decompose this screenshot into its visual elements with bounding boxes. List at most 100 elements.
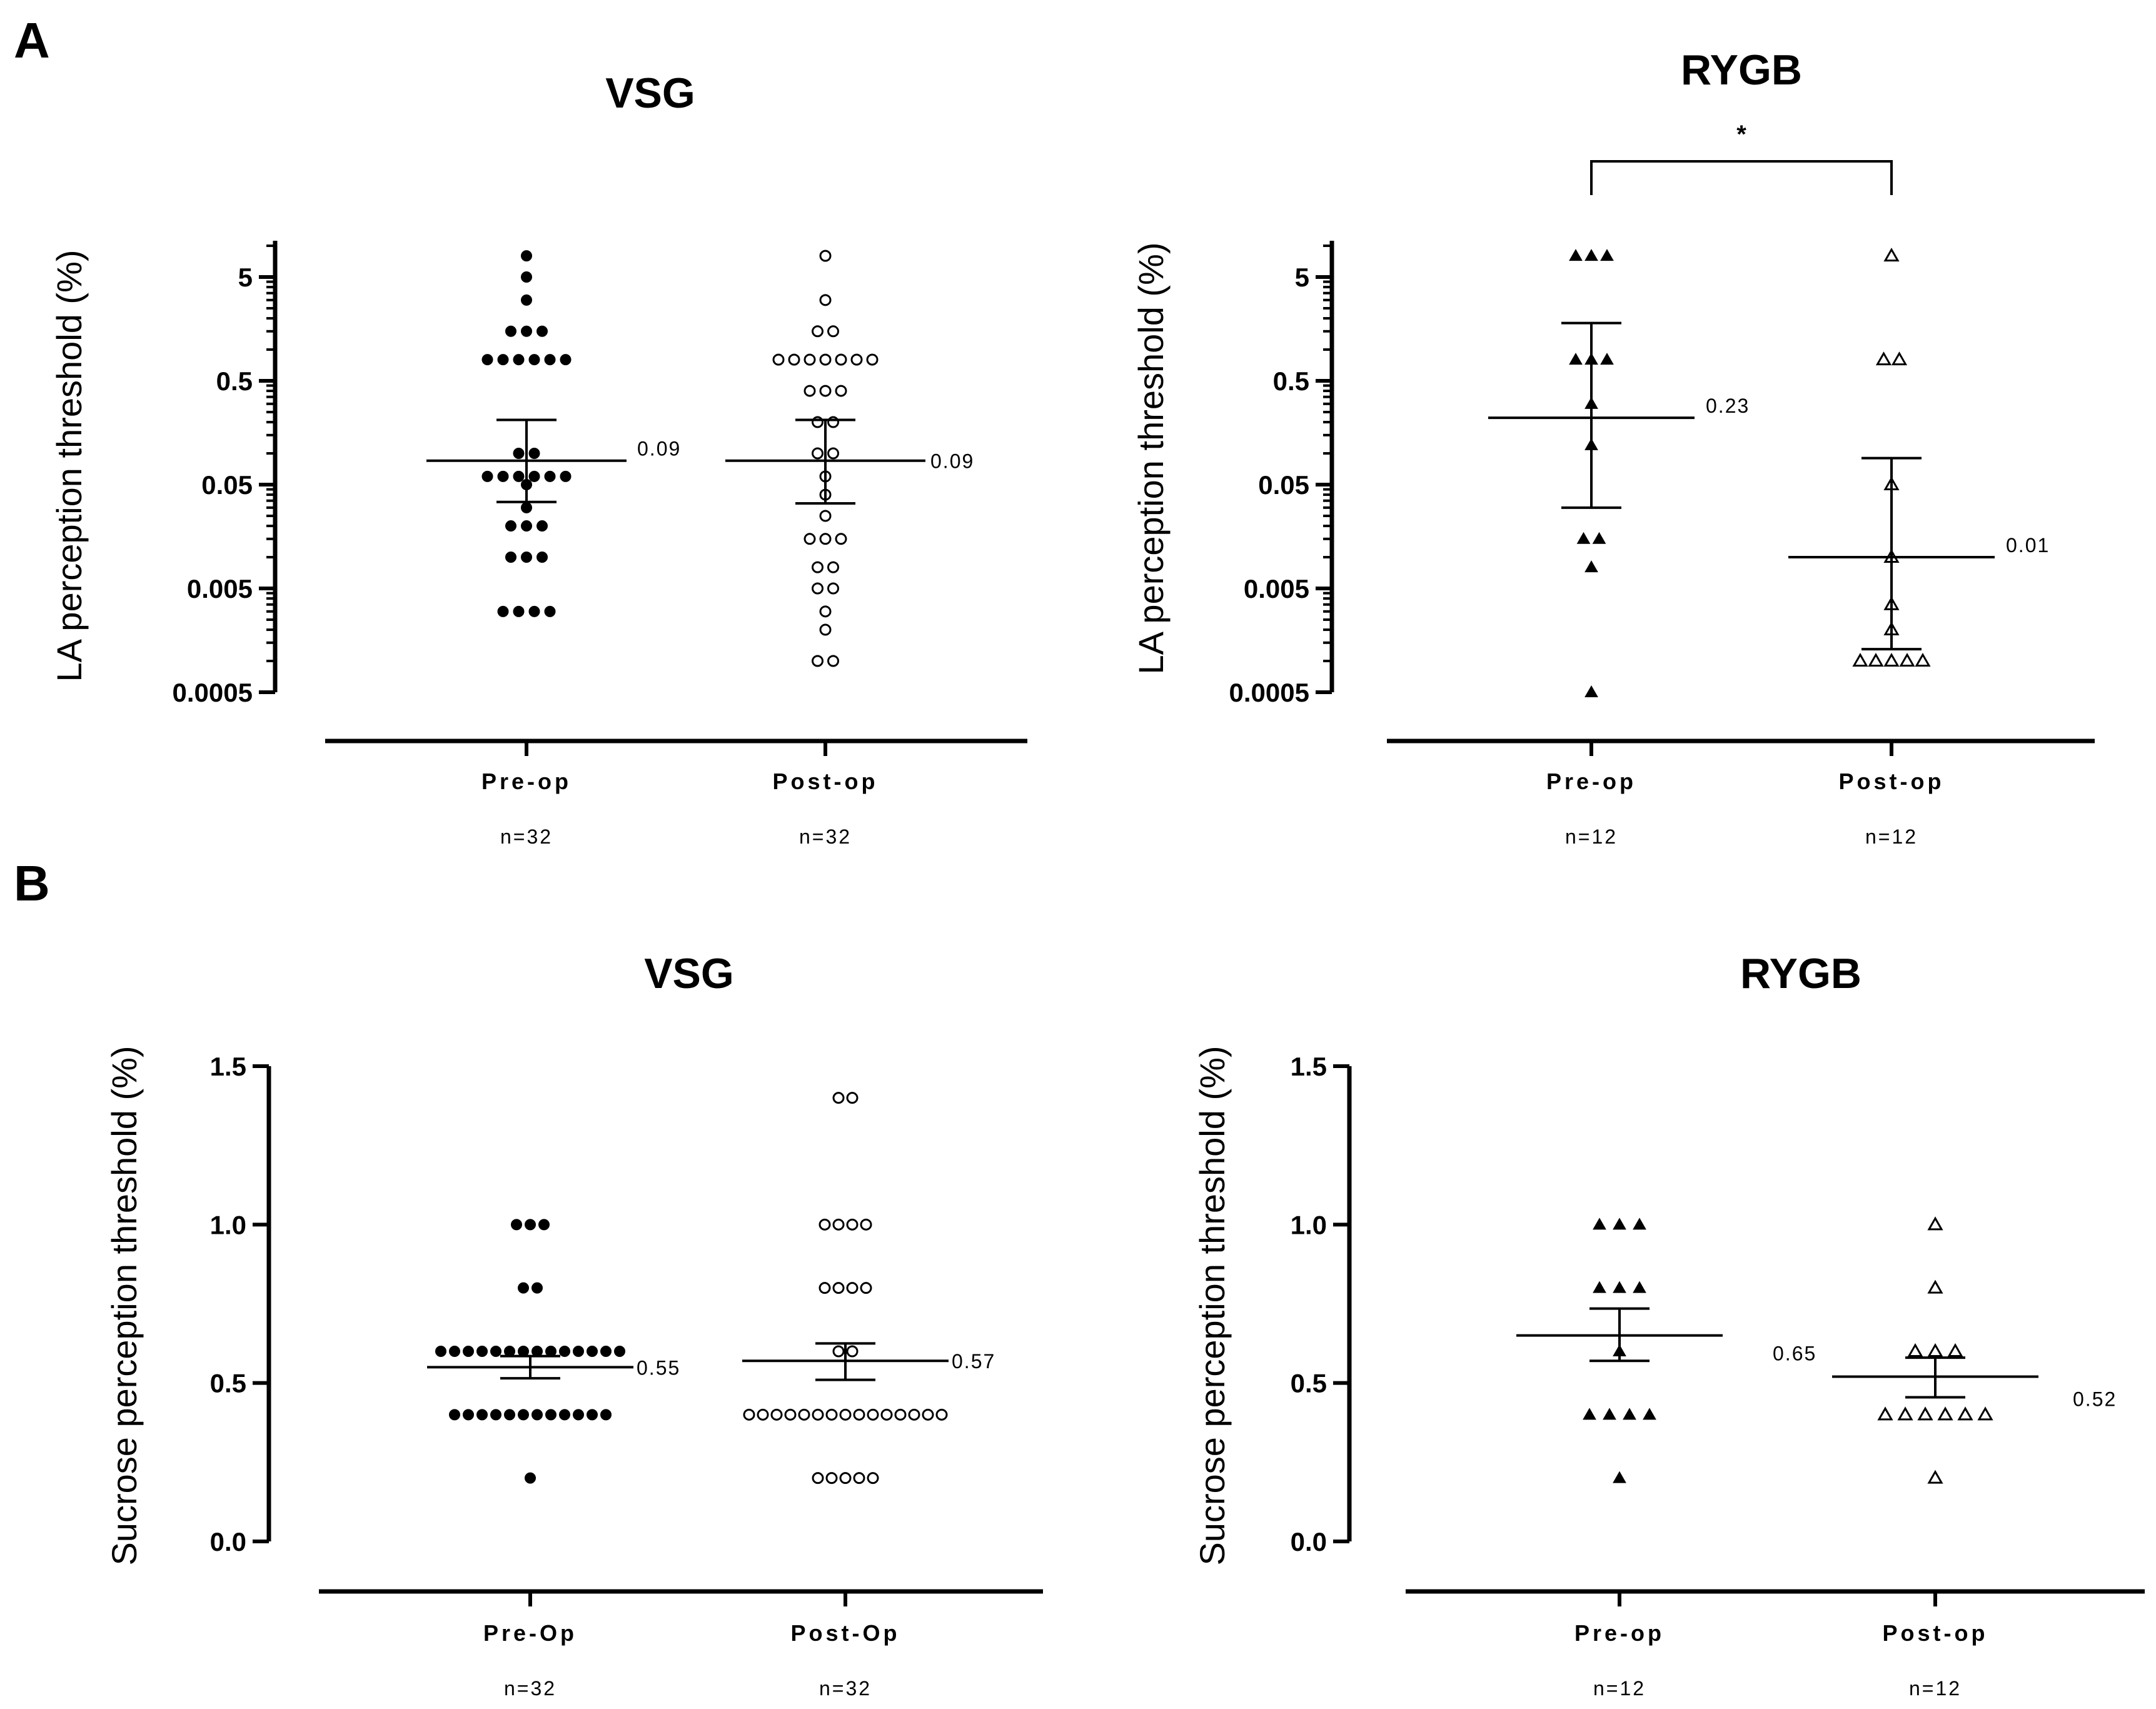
data-point bbox=[600, 1409, 612, 1421]
data-point bbox=[825, 1408, 838, 1421]
sample-size-label: n=12 bbox=[1565, 825, 1618, 848]
mean-value-label: 0.09 bbox=[930, 450, 974, 473]
data-point bbox=[614, 1346, 625, 1357]
sample-size-label: n=12 bbox=[1865, 825, 1918, 848]
data-point bbox=[743, 1408, 755, 1421]
data-point bbox=[1593, 1281, 1606, 1293]
data-point bbox=[559, 1409, 570, 1421]
mean-value-label: 0.55 bbox=[637, 1356, 680, 1379]
data-point bbox=[846, 1345, 859, 1358]
data-point bbox=[1613, 1281, 1626, 1293]
y-axis-label: Sucrose perception threshold (%) bbox=[1192, 1046, 1232, 1565]
data-point bbox=[536, 552, 548, 563]
data-point bbox=[832, 1345, 845, 1358]
data-point bbox=[832, 1282, 845, 1294]
mean-value-label: 0.09 bbox=[637, 438, 681, 460]
data-point bbox=[1899, 653, 1915, 667]
data-point bbox=[866, 353, 879, 366]
data-point bbox=[538, 1219, 550, 1231]
data-point bbox=[1592, 532, 1606, 544]
panel-letter-b: B bbox=[14, 855, 50, 911]
data-point bbox=[505, 520, 516, 532]
data-point bbox=[827, 561, 839, 573]
data-point bbox=[1584, 560, 1598, 573]
data-point bbox=[1907, 1343, 1923, 1357]
data-point bbox=[819, 533, 832, 545]
data-point bbox=[827, 655, 839, 667]
data-point bbox=[908, 1408, 920, 1421]
sample-size-label: n=12 bbox=[1909, 1677, 1962, 1700]
data-point bbox=[827, 582, 839, 595]
data-point bbox=[819, 385, 832, 397]
sample-size-label: n=32 bbox=[799, 825, 852, 848]
y-tick-label: 0.5 bbox=[210, 1369, 246, 1398]
data-point bbox=[481, 354, 493, 366]
data-point bbox=[1915, 653, 1931, 667]
chart-title: VSG bbox=[605, 69, 695, 117]
data-point bbox=[819, 294, 832, 306]
y-tick-label: 0.0005 bbox=[173, 678, 253, 707]
data-point bbox=[819, 1282, 831, 1294]
data-point bbox=[490, 1409, 501, 1421]
data-point bbox=[1852, 653, 1868, 667]
data-point bbox=[528, 354, 540, 366]
series-pre-op: 0.23 bbox=[1488, 249, 1748, 697]
data-point bbox=[1593, 1217, 1606, 1230]
data-point bbox=[1584, 249, 1598, 261]
data-point bbox=[521, 520, 532, 532]
data-point bbox=[1576, 532, 1591, 544]
data-point bbox=[1883, 248, 1900, 262]
data-point bbox=[505, 325, 516, 337]
series-post-op: 0.09 bbox=[725, 250, 974, 667]
data-point bbox=[835, 533, 847, 545]
data-point bbox=[463, 1346, 474, 1357]
data-point bbox=[536, 325, 548, 337]
mean-value-label: 0.52 bbox=[2073, 1388, 2117, 1411]
data-point bbox=[922, 1408, 934, 1421]
data-point bbox=[757, 1408, 769, 1421]
data-point bbox=[827, 447, 839, 460]
data-point bbox=[1927, 1216, 1943, 1231]
data-point bbox=[560, 470, 572, 482]
data-point bbox=[481, 470, 493, 482]
data-point bbox=[1569, 249, 1583, 261]
data-point bbox=[531, 1409, 543, 1421]
data-point bbox=[1927, 1470, 1943, 1484]
data-point bbox=[449, 1346, 460, 1357]
data-point bbox=[521, 325, 532, 337]
series-pre-op: 0.65 bbox=[1516, 1217, 1815, 1483]
data-point bbox=[513, 605, 525, 617]
series-post-op: 0.57 bbox=[742, 1092, 994, 1485]
data-point bbox=[513, 470, 525, 482]
y-axis-label: Sucrose perception threshold (%) bbox=[104, 1046, 144, 1565]
data-point bbox=[513, 448, 525, 460]
x-category-label: Pre-op bbox=[481, 769, 572, 794]
series-post-op: 0.52 bbox=[1832, 1216, 2117, 1484]
x-category-label: Post-op bbox=[773, 769, 879, 794]
y-tick-label: 0.5 bbox=[1291, 1369, 1327, 1398]
data-point bbox=[1623, 1408, 1636, 1420]
data-point bbox=[1917, 1406, 1933, 1421]
y-tick-label: 0.05 bbox=[1258, 470, 1309, 500]
data-point bbox=[490, 1346, 501, 1357]
data-point bbox=[521, 250, 532, 262]
data-point bbox=[1947, 1343, 1963, 1357]
x-category-label: Pre-op bbox=[1574, 1620, 1665, 1646]
data-point bbox=[521, 294, 532, 306]
data-point bbox=[518, 1409, 529, 1421]
series-pre-op: 0.09 bbox=[426, 250, 681, 617]
data-point bbox=[803, 385, 816, 397]
x-category-label: Post-op bbox=[1839, 769, 1945, 794]
chart-b-vsg: VSG Sucrose perception threshold (%) 1.5 1.… bbox=[104, 950, 1043, 1700]
data-point bbox=[860, 1218, 872, 1231]
data-point bbox=[846, 1218, 859, 1231]
data-point bbox=[1633, 1217, 1646, 1230]
data-point bbox=[803, 353, 816, 366]
data-point bbox=[1937, 1406, 1953, 1421]
data-point bbox=[1603, 1408, 1616, 1420]
data-point bbox=[812, 655, 824, 667]
y-tick-label: 5 bbox=[1295, 263, 1309, 292]
y-axis-label: LA perception threshold (%) bbox=[49, 250, 89, 682]
data-point bbox=[505, 552, 516, 563]
